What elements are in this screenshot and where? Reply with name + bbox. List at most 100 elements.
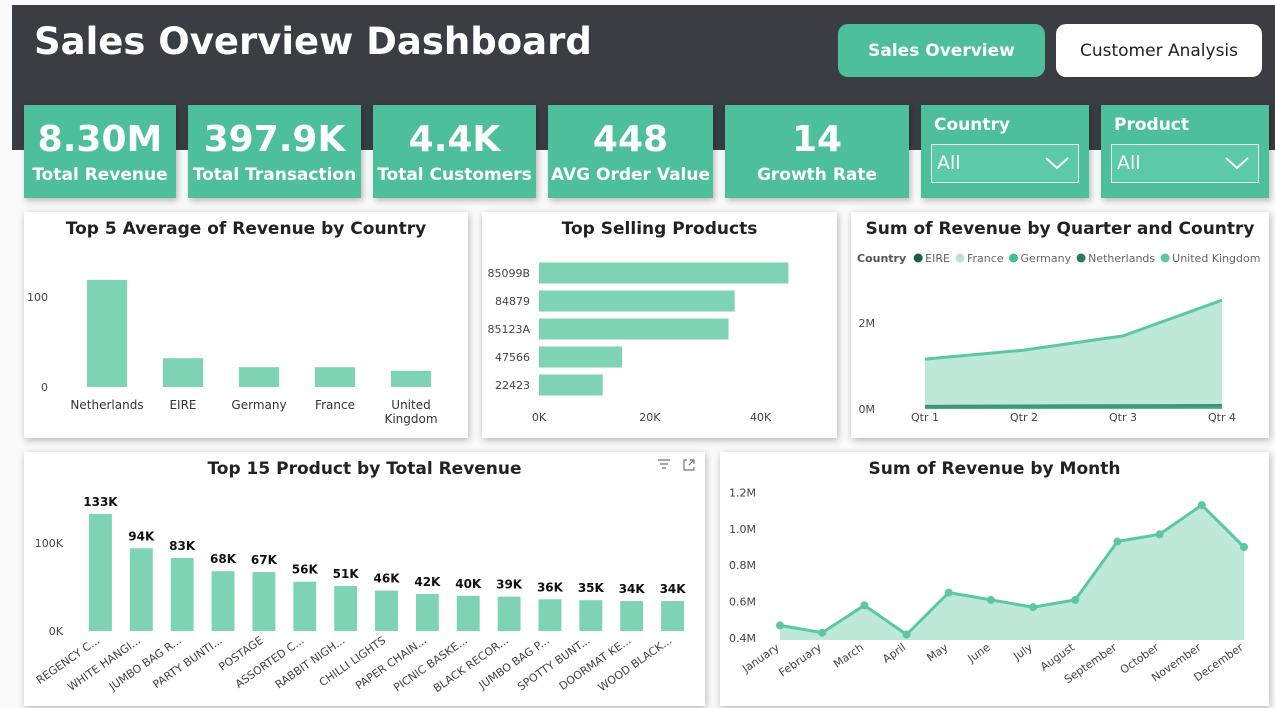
y-tick-label: 85099B — [487, 267, 530, 280]
x-tick-label: January — [739, 641, 782, 676]
legend-label: Germany — [1021, 252, 1072, 265]
bar — [497, 596, 521, 631]
chart-panel: Top Selling Products 0K 20K 40K 85099B 84879 8… — [482, 212, 837, 438]
chevron — [1225, 157, 1249, 170]
marker — [818, 628, 827, 637]
legend-label: United Kingdom — [1172, 252, 1260, 265]
x-tick-label: July — [1010, 641, 1035, 664]
bar — [129, 548, 153, 631]
bar — [293, 581, 317, 631]
bar — [86, 279, 128, 387]
chart: Top Selling Products 0K 20K 40K 85099B 84879 8… — [487, 219, 789, 424]
dropdown[interactable]: All — [931, 144, 1079, 183]
marker — [860, 601, 869, 610]
value-label: 133K — [83, 495, 118, 509]
x-tick-label: EIRE — [169, 398, 197, 412]
y-tick-label: 0.8M — [729, 559, 756, 572]
chart-panel: Sum of Revenue by Month 0.4M 0.6M 0.8M 1.0M 1… — [720, 452, 1269, 706]
marker — [1071, 595, 1080, 604]
y-tick-label: 0.4M — [729, 632, 756, 645]
x-tick-label: ASSORTED C... — [233, 634, 307, 691]
kpi-value: 8.30M — [37, 119, 163, 160]
marker — [986, 595, 995, 604]
slicer-label: Product — [1114, 115, 1189, 135]
kpi-value: 14 — [791, 119, 843, 160]
bar — [620, 601, 644, 631]
legend-swatch — [1160, 253, 1170, 263]
x-tick-label: SPOTTY BUNT... — [515, 634, 592, 694]
x-tick-label: February — [777, 641, 825, 680]
dropdown[interactable]: All — [1111, 144, 1259, 183]
x-tick-label: JUMBO BAG R... — [106, 634, 184, 694]
y-tick-label: 0 — [41, 381, 48, 394]
legend-swatch — [1009, 253, 1019, 263]
kpi-card: 14 Growth Rate — [725, 105, 909, 198]
marker — [944, 588, 953, 597]
bar — [88, 513, 112, 631]
bar — [334, 586, 358, 631]
chart-title: Top 15 Product by Total Revenue — [207, 459, 521, 479]
kpi-label: Total Customers — [377, 165, 532, 185]
x-tick-label: 20K — [639, 411, 661, 424]
nav-button[interactable]: Customer Analysis — [1056, 24, 1262, 77]
chart-panel: Sum of Revenue by Quarter and Country 0M 2… — [851, 212, 1269, 438]
bar — [539, 262, 789, 284]
y-tick-label: 0M — [859, 403, 876, 416]
bar — [162, 358, 204, 387]
dropdown-value: All — [937, 152, 961, 174]
visual-icons[interactable] — [658, 459, 695, 471]
kpi-label: Total Revenue — [32, 165, 168, 185]
bar — [211, 571, 235, 631]
chart-title: Sum of Revenue by Quarter and Country — [865, 219, 1254, 239]
bar — [539, 318, 729, 340]
x-tick-label: Qtr 4 — [1208, 411, 1236, 424]
marker — [1029, 603, 1038, 612]
kpi-card: 4.4K Total Customers — [373, 105, 536, 198]
x-tick-label: 0K — [532, 411, 547, 424]
legend-label: Netherlands — [1088, 252, 1155, 265]
bar — [539, 346, 623, 368]
line — [924, 298, 1223, 361]
x-tick-label: JUMBO BAG P... — [476, 634, 552, 693]
y-tick-label: 0K — [49, 625, 64, 638]
x-tick-label: RABBIT NIGH... — [273, 634, 347, 692]
kpi-label: Growth Rate — [756, 165, 878, 185]
x-tick-label: United Kingdom — [384, 398, 438, 426]
chart-panel: Top 15 Product by Total Revenue 0K 100K 133… — [24, 452, 705, 706]
bar — [456, 595, 480, 631]
bar — [170, 557, 194, 631]
value-label: 51K — [333, 567, 360, 581]
value-label: 36K — [537, 580, 564, 594]
bar — [661, 601, 685, 631]
chart-title: Sum of Revenue by Month — [869, 459, 1121, 479]
marker — [1155, 530, 1164, 539]
value-label: 67K — [251, 553, 278, 567]
line — [779, 503, 1246, 637]
nav-button[interactable]: Sales Overview — [838, 24, 1045, 77]
bar — [539, 290, 735, 312]
legend-swatch — [913, 253, 923, 263]
legend-title: Country — [857, 252, 906, 265]
bar — [390, 370, 432, 387]
legend-label: EIRE — [925, 252, 950, 265]
legend-swatch — [1076, 253, 1086, 263]
bar — [375, 590, 398, 631]
y-tick-label: 0.6M — [729, 596, 756, 609]
x-tick-label: June — [965, 641, 993, 666]
x-tick-label: Germany — [231, 398, 287, 412]
slicer: Country All — [921, 105, 1089, 198]
value-label: 42K — [414, 575, 441, 589]
x-tick-label: Qtr 3 — [1109, 411, 1137, 424]
chart-title: Top Selling Products — [562, 219, 758, 239]
x-tick-label: WOOD BLACK... — [596, 634, 675, 694]
y-tick-label: 1.2M — [729, 486, 756, 499]
x-tick-label: May — [924, 641, 950, 665]
y-tick-label: 47566 — [495, 351, 530, 364]
marker — [1240, 543, 1248, 551]
kpi-value: 448 — [592, 119, 669, 160]
value-label: 83K — [169, 539, 196, 553]
legend-label: France — [967, 252, 1004, 265]
x-tick-label: March — [831, 641, 866, 671]
legend-swatch — [955, 253, 965, 263]
value-label: 94K — [128, 529, 155, 543]
